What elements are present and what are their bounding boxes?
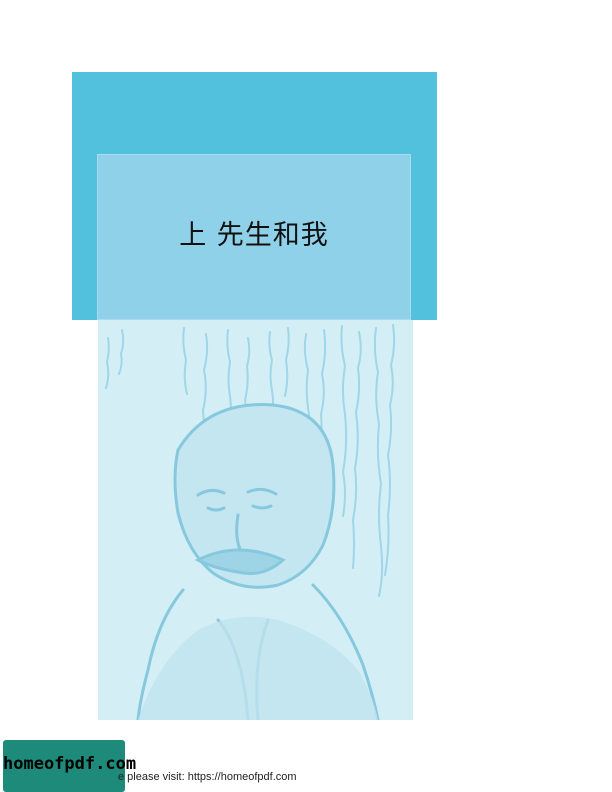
site-logo-text: homeofpdf.com — [3, 754, 137, 774]
portrait-illustration — [98, 320, 413, 720]
title-panel: 上 先生和我 — [97, 154, 411, 320]
chapter-title: 上 先生和我 — [179, 220, 329, 251]
footer-link-note[interactable]: e please visit: https://homeofpdf.com — [118, 771, 297, 783]
site-logo-badge[interactable]: homeofpdf.com — [3, 740, 137, 792]
watercolor-portrait — [105, 324, 396, 720]
